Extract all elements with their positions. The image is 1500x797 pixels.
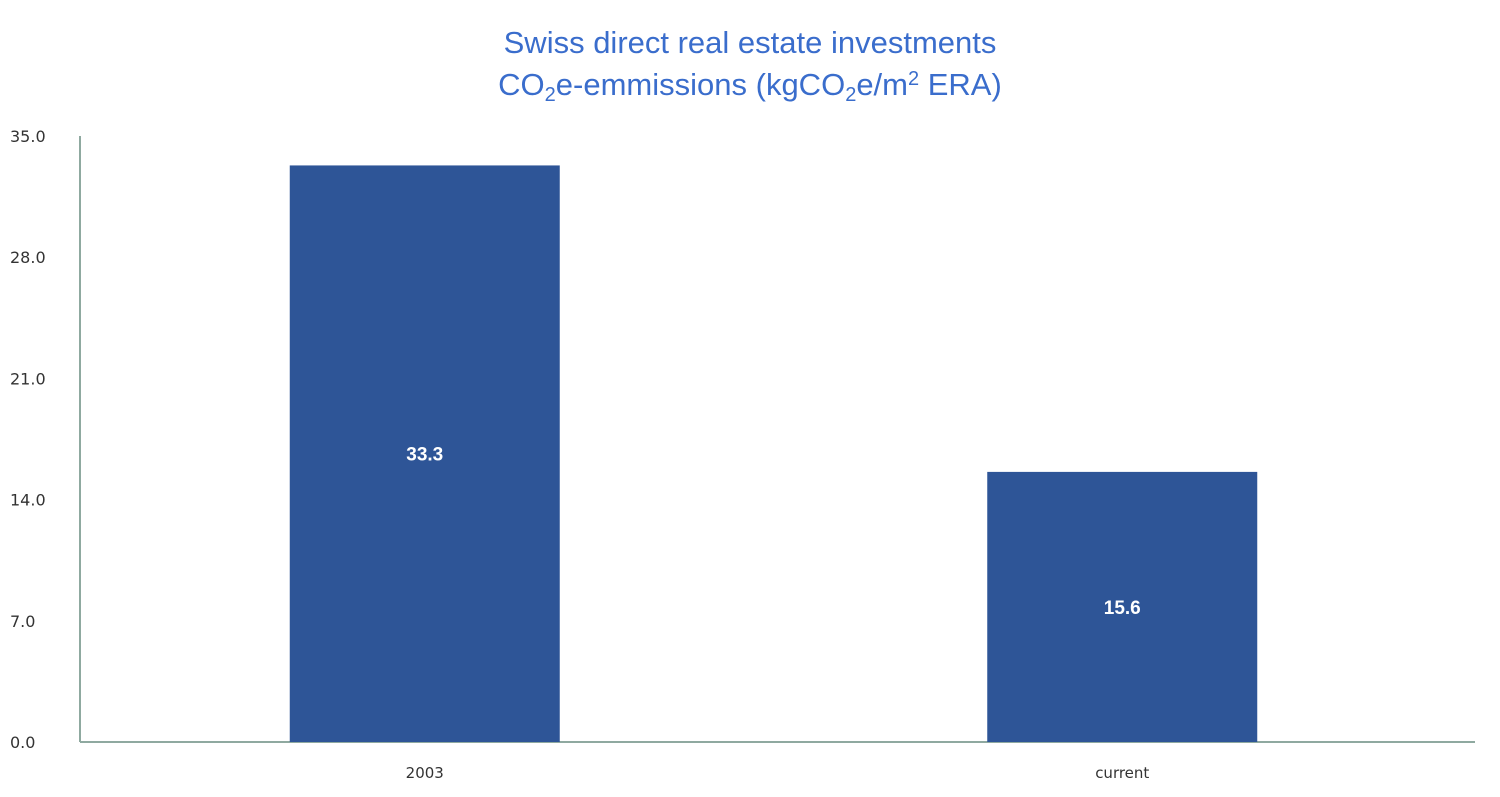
data-label: 15.6 (1104, 598, 1141, 619)
y-tick-label: 35.0 (10, 127, 46, 146)
bar-current (987, 471, 1258, 742)
y-tick-label: 21.0 (10, 369, 46, 388)
chart-title: Swiss direct real estate investments (503, 25, 997, 60)
y-tick-label: 0.0 (10, 733, 35, 752)
data-label: 33.3 (406, 445, 443, 466)
y-tick-label: 7.0 (10, 612, 35, 631)
chart-subtitle: CO2e-emmissions (kgCO2e/m2 ERA) (498, 67, 1002, 106)
x-tick-label: current (1095, 764, 1149, 782)
y-tick-label: 14.0 (10, 491, 46, 510)
bar-2003 (289, 165, 560, 743)
x-tick-label: 2003 (406, 764, 444, 782)
y-tick-label: 28.0 (10, 248, 46, 267)
